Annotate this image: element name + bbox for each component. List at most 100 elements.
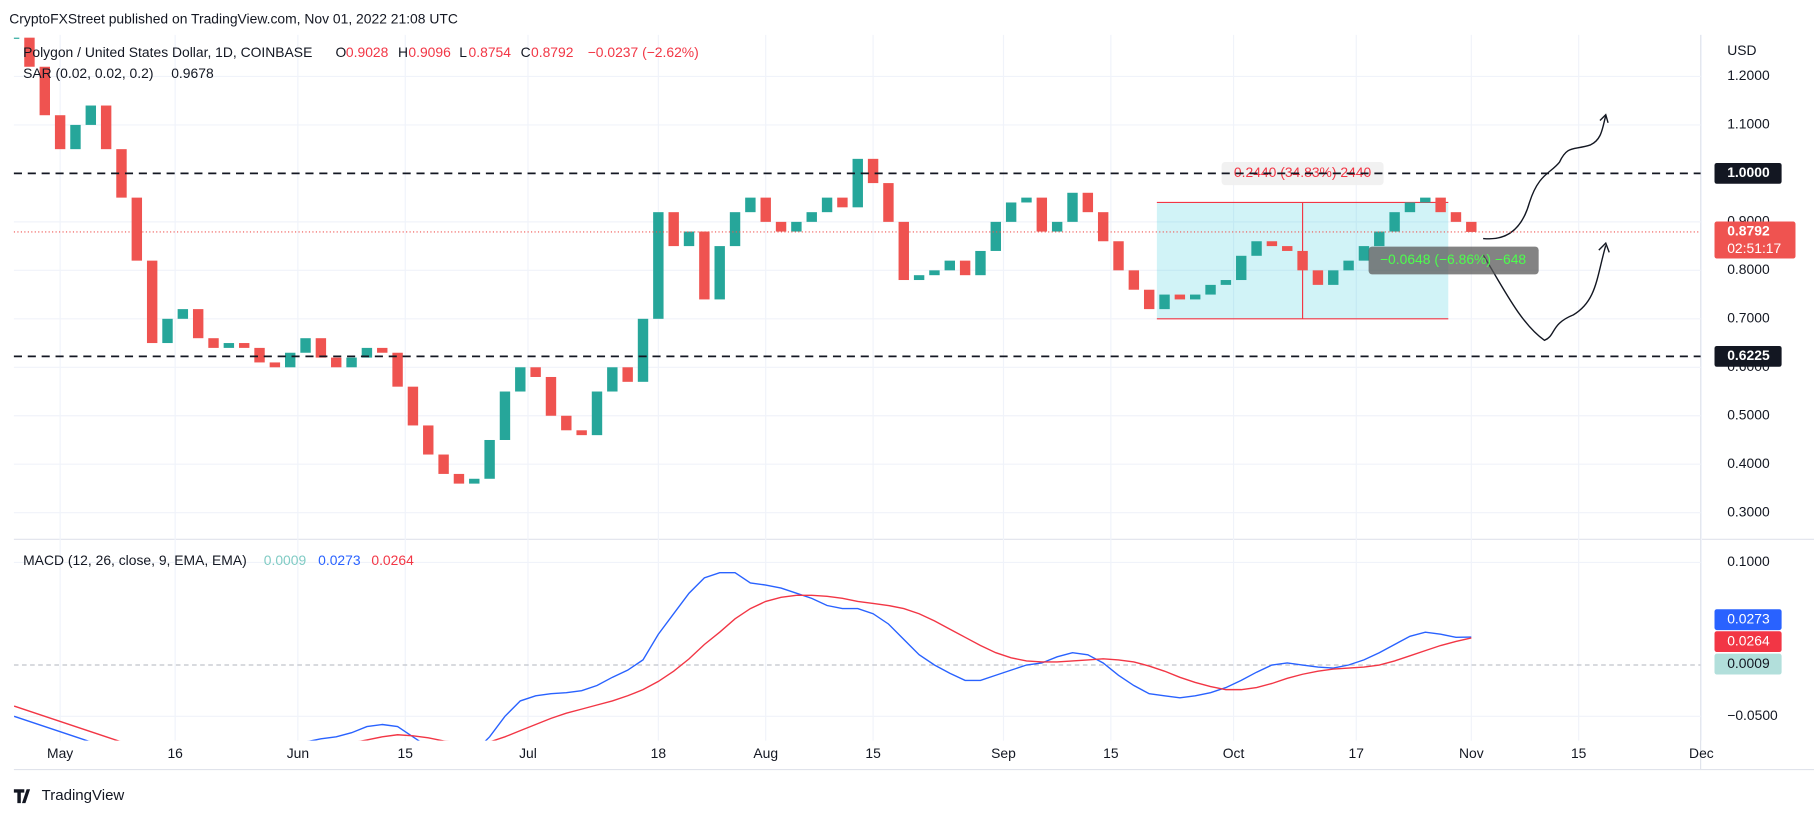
y-tick-label: 0.8000	[1727, 261, 1770, 277]
candle	[1389, 212, 1400, 232]
candle	[1220, 280, 1232, 285]
last-price-tag	[1714, 221, 1796, 259]
candle	[469, 478, 480, 484]
candle	[898, 221, 909, 281]
candle	[1450, 212, 1462, 222]
legend: Polygon / United States Dollar, 1D, COIN…	[23, 44, 699, 568]
signal-value: 0.0264	[371, 552, 414, 568]
candle	[300, 338, 311, 353]
level-tag	[1714, 345, 1782, 367]
candle	[1128, 270, 1140, 290]
candle	[24, 37, 35, 67]
low: 0.8754	[469, 44, 512, 60]
close: 0.8792	[531, 44, 574, 60]
l-label: L	[459, 44, 467, 60]
macd-value: 0.0273	[318, 552, 361, 568]
scenario-up	[1483, 115, 1607, 240]
candle	[515, 367, 526, 392]
brand: TradingView	[13, 787, 124, 804]
y-tick-label: 1.2000	[1727, 67, 1770, 83]
candle	[637, 318, 649, 382]
candle	[1328, 270, 1339, 285]
candle	[254, 347, 265, 363]
y-tick-label: −0.0500	[1727, 707, 1778, 723]
candle	[453, 473, 465, 484]
candle	[1174, 294, 1186, 300]
candle	[668, 212, 679, 247]
c-label: C	[521, 44, 531, 60]
candle	[913, 275, 925, 281]
x-tick-label: 15	[1571, 745, 1587, 761]
h-label: H	[398, 44, 408, 60]
candle	[177, 309, 189, 319]
candle	[223, 343, 235, 348]
candle	[1005, 202, 1017, 222]
candle	[315, 338, 327, 358]
candle	[929, 270, 940, 276]
candle	[729, 212, 741, 247]
x-tick-label: Jul	[519, 745, 537, 761]
arrow-head	[1598, 241, 1610, 253]
level-label: 1.0000	[1727, 164, 1770, 180]
candle	[867, 158, 879, 184]
candle	[392, 352, 403, 387]
macd-tag-label: 0.0264	[1727, 632, 1770, 648]
candle	[85, 105, 97, 125]
candle	[1236, 255, 1247, 281]
candle	[116, 149, 127, 198]
x-tick-label: 15	[398, 745, 414, 761]
measure-label2-bg	[1368, 246, 1539, 275]
candle	[162, 318, 173, 344]
candle	[852, 158, 863, 208]
candle	[607, 367, 618, 392]
x-tick-label: 18	[651, 745, 667, 761]
x-tick-label: Oct	[1223, 745, 1245, 761]
macd-tag-label: 0.0009	[1727, 655, 1770, 671]
candle	[100, 105, 112, 150]
y-tick-label: 0.5000	[1727, 406, 1770, 422]
sar-title: SAR (0.02, 0.02, 0.2)	[23, 65, 153, 81]
x-tick-label: 15	[865, 745, 881, 761]
level-label: 0.6225	[1727, 347, 1770, 363]
x-tick-label: Dec	[1689, 745, 1714, 761]
scenario-down	[1482, 245, 1607, 342]
candle	[1036, 197, 1048, 232]
symbol: Polygon / United States Dollar, 1D, COIN…	[23, 44, 312, 60]
macd-line	[13, 572, 1472, 741]
candle	[1159, 294, 1170, 310]
candle	[791, 221, 802, 232]
candle	[1143, 289, 1155, 310]
candle	[1404, 202, 1416, 213]
candle	[54, 115, 66, 150]
candle	[1312, 270, 1324, 285]
measure-label2: −0.0648 (−6.86%) −648	[1380, 251, 1526, 267]
candle	[883, 183, 894, 222]
drawings	[1482, 113, 1610, 342]
macd-pane	[13, 572, 1701, 741]
candle	[70, 124, 81, 150]
candle	[1435, 197, 1446, 213]
candle	[745, 197, 756, 213]
candle	[499, 391, 511, 440]
y-tick-label: 0.7000	[1727, 309, 1770, 325]
candle	[1205, 284, 1216, 295]
candle	[1021, 197, 1032, 203]
macd-title: MACD (12, 26, close, 9, EMA, EMA)	[23, 552, 247, 568]
candle	[699, 231, 710, 300]
candle	[1113, 241, 1124, 271]
measure-label: 0.2440 (34.83%) 2440	[1234, 164, 1372, 180]
candle	[1282, 246, 1293, 251]
candle	[545, 376, 557, 416]
candle	[1082, 192, 1094, 213]
macd-tag-label: 0.0273	[1727, 610, 1770, 626]
candle	[683, 231, 695, 247]
x-tick-label: May	[47, 745, 73, 761]
candle	[1097, 212, 1109, 242]
arrow-head	[1599, 113, 1609, 124]
macd-tag	[1714, 609, 1782, 631]
candle	[944, 260, 955, 271]
measure-label-bg	[1221, 161, 1384, 186]
last-price-label: 0.8792	[1727, 223, 1770, 239]
